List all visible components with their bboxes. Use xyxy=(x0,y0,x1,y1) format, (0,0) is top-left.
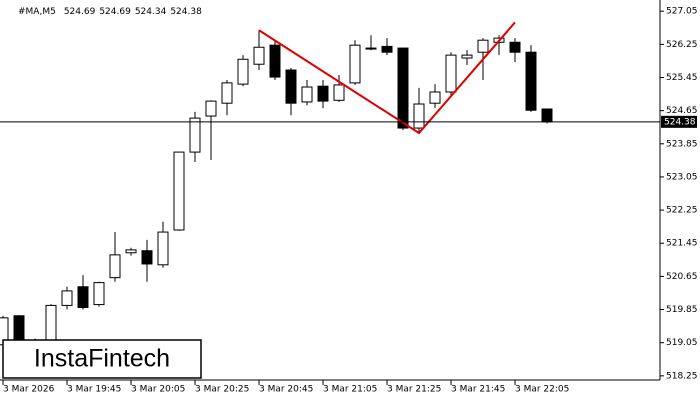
symbol: #MA,M5 xyxy=(18,7,56,17)
brand-logo: InstaFintech xyxy=(34,345,170,373)
y-tick-label: 524.65 xyxy=(666,106,698,116)
candle-body xyxy=(205,100,217,117)
close-value: 524.38 xyxy=(170,7,202,17)
candle-body xyxy=(365,47,377,50)
candle-body xyxy=(221,82,233,104)
y-tick-label: 520.65 xyxy=(666,272,698,282)
candle-body xyxy=(93,282,105,306)
candle-body xyxy=(61,290,73,306)
candle-body xyxy=(381,45,393,53)
candle-body xyxy=(285,69,297,104)
last-price-box xyxy=(661,115,697,128)
candle-body xyxy=(173,151,185,231)
candle-body xyxy=(141,250,153,265)
candle-body xyxy=(125,249,137,254)
candle-body xyxy=(541,108,553,123)
y-tick-label: 519.05 xyxy=(666,338,698,348)
x-tick-label: 3 Mar 21:45 xyxy=(451,385,505,395)
x-tick-label: 3 Mar 20:05 xyxy=(131,385,185,395)
candle-body xyxy=(317,85,329,102)
candle-body xyxy=(461,54,473,59)
y-tick-label: 518.25 xyxy=(666,371,698,381)
x-tick-label: 3 Mar 20:25 xyxy=(195,385,249,395)
candle-body xyxy=(109,254,121,279)
y-tick-label: 526.25 xyxy=(666,40,698,50)
y-tick-label: 525.45 xyxy=(666,73,698,83)
candle-body xyxy=(429,91,441,104)
candle-body xyxy=(477,39,489,53)
candle-body xyxy=(253,46,265,65)
chart-header: #MA,M5 524.69 524.69 524.34 524.38 xyxy=(18,7,202,17)
candle-body xyxy=(349,44,361,84)
candle-body xyxy=(237,58,249,85)
candle-body xyxy=(525,51,537,111)
x-tick-label: 3 Mar 2026 xyxy=(3,385,55,395)
x-tick-label: 3 Mar 20:45 xyxy=(259,385,313,395)
y-tick-label: 527.05 xyxy=(666,7,698,17)
y-tick-label: 523.85 xyxy=(666,139,698,149)
x-tick-label: 3 Mar 22:05 xyxy=(515,385,569,395)
x-tick-label: 3 Mar 19:45 xyxy=(67,385,121,395)
candle-body xyxy=(445,54,457,93)
candle-body xyxy=(13,315,25,342)
candle-body xyxy=(189,117,201,153)
candle-body xyxy=(77,286,89,308)
y-tick-label: 523.05 xyxy=(666,172,698,182)
y-tick-label: 521.45 xyxy=(666,239,698,249)
high-value: 524.69 xyxy=(99,7,131,17)
brand-box xyxy=(2,339,202,379)
candle-body xyxy=(509,41,521,53)
pattern-line xyxy=(258,21,516,135)
candle-body xyxy=(397,47,409,129)
candle-body xyxy=(333,84,345,101)
open-value: 524.69 xyxy=(64,7,96,17)
low-value: 524.34 xyxy=(135,7,167,17)
candle-body xyxy=(413,103,425,129)
x-tick-label: 3 Mar 21:25 xyxy=(387,385,441,395)
y-tick-label: 519.85 xyxy=(666,305,698,315)
candle-body xyxy=(157,231,169,266)
plot-area xyxy=(0,21,553,349)
candle-body xyxy=(301,86,313,103)
candle-body xyxy=(269,44,281,78)
y-tick-label: 522.25 xyxy=(666,206,698,216)
x-tick-label: 3 Mar 21:05 xyxy=(323,385,377,395)
candle-body xyxy=(45,304,57,346)
last-price-label: 524.38 xyxy=(664,117,696,127)
